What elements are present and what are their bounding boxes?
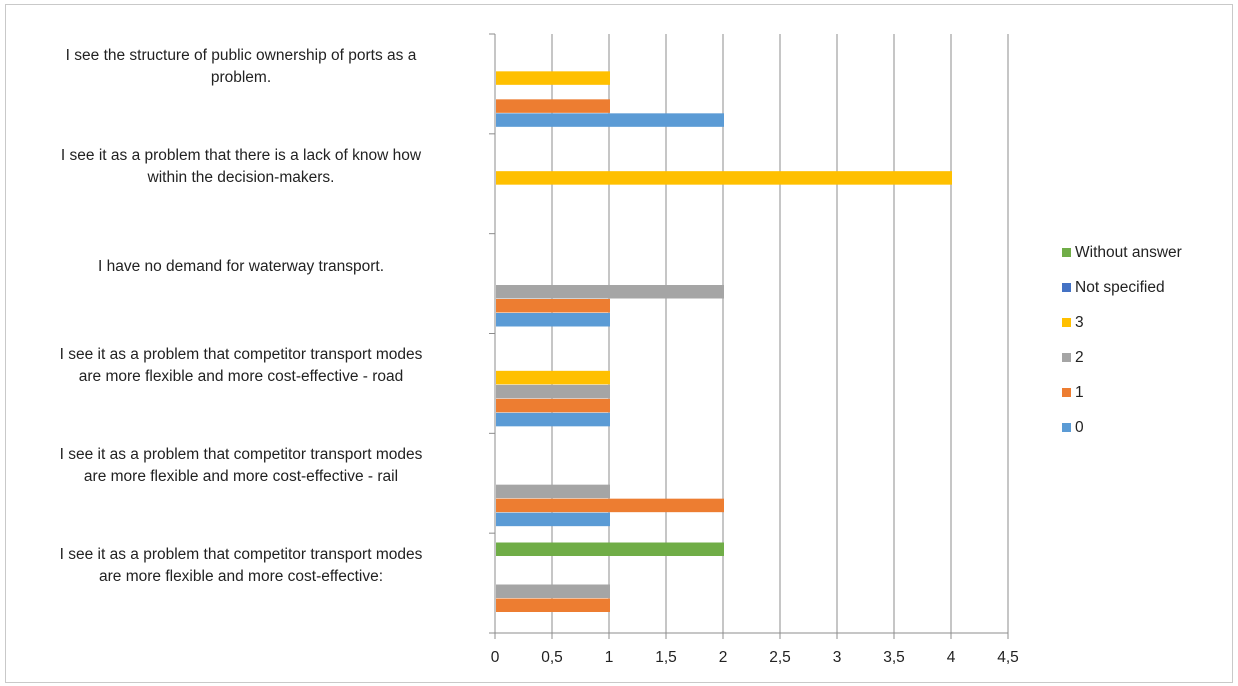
bar-3 bbox=[496, 71, 610, 85]
x-tick-label: 4,5 bbox=[997, 649, 1019, 666]
legend: Without answer Not specified 3 2 1 0 bbox=[1062, 235, 1232, 445]
bar-3 bbox=[496, 171, 952, 185]
category-label: I have no demand for waterway transport. bbox=[6, 256, 476, 278]
category-label-line: within the decision-makers. bbox=[147, 168, 335, 186]
category-label-line: I see it as a problem that there is a la… bbox=[60, 146, 422, 164]
legend-label: 0 bbox=[1075, 418, 1084, 436]
x-tick-label: 3,5 bbox=[883, 649, 905, 666]
category-label: I see it as a problem that competitor tr… bbox=[6, 544, 476, 588]
category-label-line: are more flexible and more cost-effectiv… bbox=[83, 468, 399, 486]
legend-swatch bbox=[1062, 318, 1071, 327]
legend-item: 0 bbox=[1062, 410, 1232, 445]
legend-item: 2 bbox=[1062, 340, 1232, 375]
category-label: I see it as a problem that competitor tr… bbox=[6, 344, 476, 388]
x-tick-label: 1 bbox=[605, 649, 614, 666]
category-label-line: are more flexible and more cost-effectiv… bbox=[78, 368, 404, 386]
legend-swatch bbox=[1062, 353, 1071, 362]
bar-0 bbox=[496, 113, 724, 127]
category-label-line: problem. bbox=[210, 68, 272, 86]
bar-0 bbox=[496, 313, 610, 327]
legend-label: 3 bbox=[1075, 313, 1084, 331]
category-label-line: are more flexible and more cost-effectiv… bbox=[98, 568, 383, 586]
legend-swatch bbox=[1062, 423, 1071, 432]
bar-0 bbox=[496, 412, 610, 427]
legend-swatch bbox=[1062, 388, 1071, 397]
bar-1 bbox=[496, 99, 610, 113]
category-label-line: I have no demand for waterway transport. bbox=[97, 257, 385, 275]
bar-1 bbox=[496, 598, 610, 612]
category-label-line: I see it as a problem that competitor tr… bbox=[59, 546, 423, 564]
legend-label: 2 bbox=[1075, 348, 1084, 366]
bar-1 bbox=[496, 299, 610, 313]
category-label-line: I see the structure of public ownership … bbox=[65, 46, 417, 64]
bar-2 bbox=[496, 484, 610, 499]
category-label-line: I see it as a problem that competitor tr… bbox=[59, 346, 423, 364]
legend-label: 1 bbox=[1075, 383, 1084, 401]
x-tick-label: 0,5 bbox=[541, 649, 563, 666]
legend-swatch bbox=[1062, 283, 1071, 292]
legend-item: 3 bbox=[1062, 305, 1232, 340]
category-label: I see it as a problem that there is a la… bbox=[6, 145, 476, 189]
x-tick-label: 2 bbox=[719, 649, 728, 666]
bar-1 bbox=[496, 398, 610, 413]
x-tick-label: 2,5 bbox=[769, 649, 791, 666]
category-label: I see it as a problem that competitor tr… bbox=[6, 444, 476, 488]
legend-swatch bbox=[1062, 248, 1071, 257]
bar-without-answer bbox=[496, 542, 724, 556]
x-tick-label: 3 bbox=[833, 649, 842, 666]
legend-item: Not specified bbox=[1062, 270, 1232, 305]
legend-label: Without answer bbox=[1075, 243, 1182, 261]
x-tick-label: 4 bbox=[947, 649, 956, 666]
bar-2 bbox=[496, 384, 610, 399]
legend-item: Without answer bbox=[1062, 235, 1232, 270]
legend-item: 1 bbox=[1062, 375, 1232, 410]
x-tick-label: 0 bbox=[491, 649, 500, 666]
bar-2 bbox=[496, 584, 610, 598]
bar-0 bbox=[496, 512, 610, 527]
x-tick-label: 1,5 bbox=[655, 649, 677, 666]
bar-1 bbox=[496, 498, 724, 513]
category-label: I see the structure of public ownership … bbox=[6, 45, 476, 89]
bar-3 bbox=[496, 370, 610, 385]
legend-label: Not specified bbox=[1075, 278, 1165, 296]
bar-2 bbox=[496, 285, 724, 299]
category-label-line: I see it as a problem that competitor tr… bbox=[59, 446, 423, 464]
